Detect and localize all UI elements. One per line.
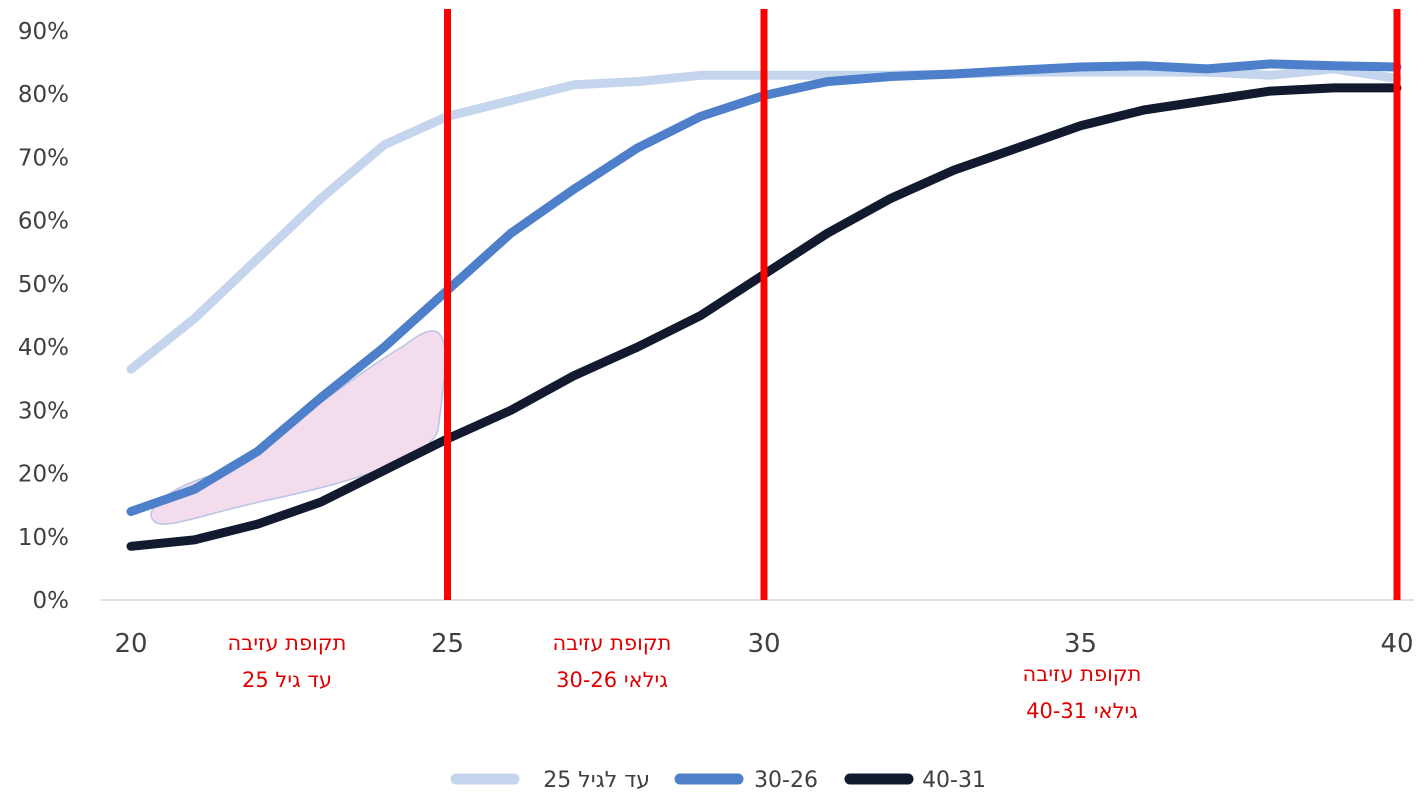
period-annotation: תקופת עזיבה עד גיל 25: [228, 631, 347, 692]
x-tick-label: 40: [1380, 629, 1413, 659]
legend-label: 30-26: [754, 768, 818, 793]
x-tick-label: 30: [747, 629, 780, 659]
y-tick-label: 80%: [18, 82, 69, 108]
y-tick-label: 10%: [18, 525, 69, 551]
period-annotation-line: עד גיל 25: [242, 668, 332, 692]
x-tick-label: 35: [1064, 629, 1097, 659]
legend-item: 30-26: [674, 768, 818, 793]
x-axis: 20 25 30 35 40: [101, 599, 1414, 659]
y-tick-label: 20%: [18, 462, 69, 488]
y-tick-label: 0%: [33, 588, 70, 614]
y-tick-label: 30%: [18, 398, 69, 424]
legend-label: עד לגיל 25: [543, 768, 650, 793]
period-annotation: תקופת עזיבה גילאי 40-31: [1023, 662, 1142, 723]
period-annotations: תקופת עזיבה עד גיל 25 תקופת עזיבה גילאי 30-…: [228, 631, 1142, 723]
legend-label: 40-31: [922, 768, 986, 793]
period-annotation-line: תקופת עזיבה: [1023, 662, 1142, 686]
period-annotation-line: גילאי 40-31: [1026, 699, 1138, 723]
period-annotation-line: גילאי 30-26: [556, 668, 668, 692]
vertical-markers: [444, 9, 1401, 600]
legend-item: 40-31: [844, 768, 986, 793]
legend: עד לגיל 25 30-26 40-31: [450, 768, 986, 793]
y-axis: 0% 10% 20% 30% 40% 50% 60% 70% 80% 90%: [18, 19, 69, 614]
period-annotation: תקופת עזיבה גילאי 30-26: [553, 631, 672, 692]
leaving-period-highlight: [150, 330, 446, 525]
y-tick-label: 50%: [18, 272, 69, 298]
y-tick-label: 60%: [18, 209, 69, 235]
y-tick-label: 90%: [18, 19, 69, 45]
y-tick-label: 40%: [18, 335, 69, 361]
y-tick-label: 70%: [18, 145, 69, 171]
period-annotation-line: תקופת עזיבה: [228, 631, 347, 655]
period-annotation-line: תקופת עזיבה: [553, 631, 672, 655]
legend-item: עד לגיל 25: [450, 768, 650, 793]
x-tick-label: 25: [431, 629, 464, 659]
x-tick-label: 20: [114, 629, 147, 659]
